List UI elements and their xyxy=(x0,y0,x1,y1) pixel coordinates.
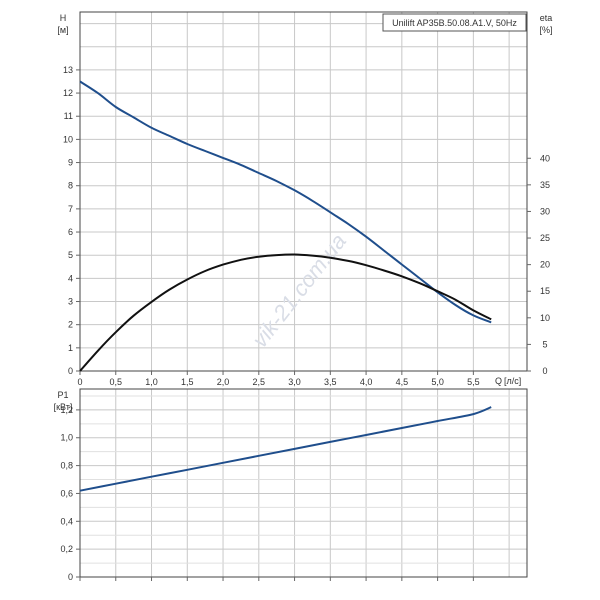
upper-tick-labels: 0 0,5 1,0 1,5 2,0 2,5 3,0 3,5 4,0 4,5 5,0 5,5012345… xyxy=(63,65,550,387)
y-tick-label: 5 xyxy=(68,250,73,260)
y-tick-label: 0 xyxy=(68,366,73,376)
y-tick-label: 0,6 xyxy=(60,488,73,498)
y-tick-label: 6 xyxy=(68,227,73,237)
x-tick-label: 3,5 xyxy=(324,377,337,387)
x-tick-label: 5,5 xyxy=(467,377,480,387)
y2-tick-label: 10 xyxy=(540,313,550,323)
x-tick-label: 5,0 xyxy=(431,377,444,387)
efficiency-curve-line xyxy=(79,253,492,372)
y-tick-label: 0,8 xyxy=(60,461,73,471)
y-tick-label: 4 xyxy=(68,273,73,283)
y-tick-label: 12 xyxy=(63,88,73,98)
lower-plot-frame xyxy=(79,388,528,578)
y-tick-label: 8 xyxy=(68,181,73,191)
y2-tick-label: 25 xyxy=(540,233,550,243)
y-tick-label: 0,2 xyxy=(60,544,73,554)
upper-grid xyxy=(79,12,527,372)
y-axis-label-h: H xyxy=(60,13,67,23)
x-tick-label: 2,0 xyxy=(217,377,230,387)
y2-tick-label: 40 xyxy=(540,153,550,163)
chart-title-box xyxy=(382,13,527,32)
y-tick-label: 10 xyxy=(63,134,73,144)
y-tick-label: 3 xyxy=(68,297,73,307)
x-tick-label: 1,0 xyxy=(145,377,158,387)
y2-axis-unit-eta: [%] xyxy=(539,25,552,35)
lower-tick-labels: 0 0,2 0,4 0,6 0,8 1,0 1,2 xyxy=(60,405,474,582)
lower-grid xyxy=(79,389,527,578)
x-tick-label: 2,5 xyxy=(253,377,266,387)
y-tick-label: 9 xyxy=(68,158,73,168)
x-tick-label: 0 xyxy=(77,377,82,387)
x-tick-label: 4,0 xyxy=(360,377,373,387)
y-tick-label: 0 xyxy=(68,572,73,582)
y-axis-unit-h: [м] xyxy=(57,25,68,35)
power-curve-line xyxy=(79,406,492,492)
y-tick-label: 1,0 xyxy=(60,433,73,443)
y2-tick-label: 15 xyxy=(540,286,550,296)
y-tick-label: 1,2 xyxy=(60,405,73,415)
y2-tick-label: 35 xyxy=(540,180,550,190)
y-tick-label: 13 xyxy=(63,65,73,75)
y2-tick-label: 30 xyxy=(540,206,550,216)
head-curve-line xyxy=(79,80,492,324)
x-axis-label-q: Q xyxy=(495,376,502,386)
y2-axis-label-eta: eta xyxy=(540,13,553,23)
x-tick-label: 0,5 xyxy=(110,377,123,387)
y-tick-label: 11 xyxy=(64,111,73,121)
x-axis-unit-q: [л/с] xyxy=(504,376,521,386)
upper-plot-frame xyxy=(79,11,528,372)
y-tick-label: 1 xyxy=(68,343,73,353)
y2-tick-label: 20 xyxy=(540,260,550,270)
y2-tick-label: 0 xyxy=(542,366,547,376)
y2-tick-label: 5 xyxy=(542,339,547,349)
y-axis-unit-p1: [кВт] xyxy=(54,402,73,412)
x-tick-label: 3,0 xyxy=(288,377,301,387)
y-tick-label: 7 xyxy=(68,204,73,214)
x-tick-label: 1,5 xyxy=(181,377,194,387)
y-tick-label: 2 xyxy=(68,320,73,330)
y-axis-label-p1: P1 xyxy=(57,390,68,400)
y-tick-label: 0,4 xyxy=(60,516,73,526)
x-tick-label: 4,5 xyxy=(396,377,409,387)
chart-title: Unilift AP35B.50.08.A1.V, 50Hz xyxy=(392,18,517,28)
